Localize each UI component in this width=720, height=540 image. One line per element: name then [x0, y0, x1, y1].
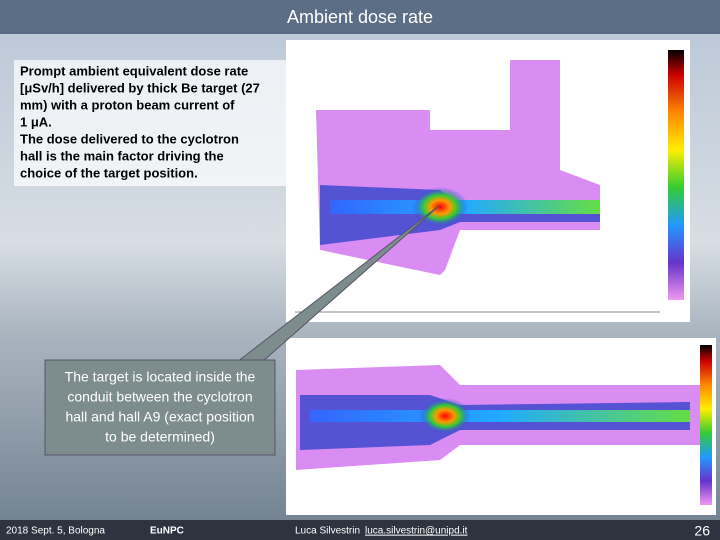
title-bar: [0, 0, 720, 34]
callout-line: The target is located inside the: [65, 369, 256, 385]
description-box: [14, 60, 286, 186]
description-line: The dose delivered to the cyclotron: [20, 131, 239, 146]
dose-map-bottom: [286, 338, 716, 515]
description-line: choice of the target position.: [20, 165, 198, 180]
footer-date: 2018 Sept. 5, Bologna: [6, 526, 105, 537]
page-number: 26: [694, 523, 710, 539]
description-line: mm) with a proton beam current of: [20, 97, 235, 112]
footer-author: Luca Silvestrin: [295, 526, 360, 537]
footer-email[interactable]: luca.silvestrin@unipd.it: [365, 526, 468, 537]
footer-conference: EuNPC: [150, 526, 184, 537]
description-line: [μSv/h] delivered by thick Be target (27: [20, 80, 260, 95]
slide-title: Ambient dose rate: [287, 7, 433, 27]
description-line: Prompt ambient equivalent dose rate: [20, 63, 248, 78]
callout-line: to be determined): [105, 429, 215, 445]
callout-line: conduit between the cyclotron: [67, 389, 252, 405]
dose-map-top: [286, 40, 690, 322]
description: Prompt ambient equivalent dose rate [μSv/…: [20, 63, 260, 180]
footer-bar: [0, 520, 720, 540]
description-line: hall is the main factor driving the: [20, 148, 224, 163]
callout-box: [44, 359, 276, 456]
callout-line: hall and hall A9 (exact position: [65, 409, 254, 425]
description-line: 1 μA.: [20, 114, 52, 129]
callout: The target is located inside the conduit …: [65, 369, 256, 445]
